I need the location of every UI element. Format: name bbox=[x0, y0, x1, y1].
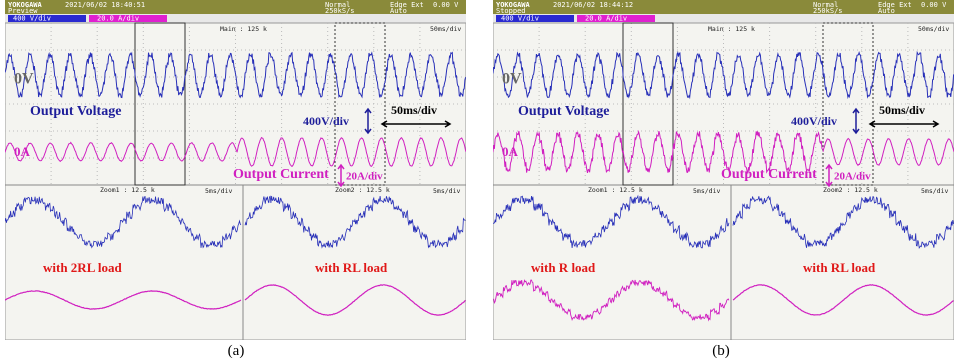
ch2-scale: 20.0 A/div bbox=[585, 15, 627, 23]
zoom1-timebase: 5ms/div bbox=[693, 187, 720, 195]
zoom2-label: Zoom2 : 12.5 k bbox=[335, 186, 390, 194]
timestamp: 2021/06/02 18:40:51 bbox=[65, 1, 145, 9]
voltage-scale: 400V/div bbox=[791, 114, 837, 128]
current-scale: 20A/div bbox=[346, 171, 383, 183]
zero-a: 0A bbox=[502, 144, 519, 159]
current-scale: 20A/div bbox=[834, 171, 871, 183]
trigger-mode: Auto bbox=[390, 7, 407, 15]
ch2-scale: 20.0 A/div bbox=[97, 15, 139, 23]
load-label: with 2RL load bbox=[43, 260, 123, 275]
trigger-level: 0.00 V bbox=[921, 1, 947, 9]
trigger-level: 0.00 V bbox=[433, 1, 459, 9]
caption: (b) bbox=[701, 343, 741, 360]
zero-v: 0V bbox=[14, 71, 34, 88]
caption: (a) bbox=[216, 343, 256, 360]
voltage-scale: 400V/div bbox=[303, 114, 349, 128]
zoom1-timebase: 5ms/div bbox=[205, 187, 232, 195]
timestamp: 2021/06/02 18:44:12 bbox=[553, 1, 633, 9]
zoom1-label: Zoom1 : 12.5 k bbox=[100, 186, 155, 194]
time-scale: 50ms/div bbox=[391, 103, 437, 117]
zoom2-timebase: 5ms/div bbox=[433, 187, 460, 195]
load-label: with RL load bbox=[803, 260, 876, 275]
zoom2-timebase: 5ms/div bbox=[921, 187, 948, 195]
voltage-label: Output Voltage bbox=[30, 104, 121, 119]
voltage-label: Output Voltage bbox=[518, 104, 609, 119]
time-scale: 50ms/div bbox=[879, 103, 925, 117]
sample-rate: 250kS/s bbox=[813, 7, 843, 15]
main-timebase: 50ms/div bbox=[918, 25, 949, 33]
current-label: Output Current bbox=[233, 167, 329, 182]
load-label: with R load bbox=[531, 260, 596, 275]
load-label: with RL load bbox=[315, 260, 388, 275]
page: {"panels": [ {"header": {"brand": "YOKOG… bbox=[0, 0, 956, 360]
trigger-mode: Auto bbox=[878, 7, 895, 15]
zoom1-label: Zoom1 : 12.5 k bbox=[588, 186, 643, 194]
ch1-scale: 400 V/div bbox=[13, 15, 51, 23]
zero-a: 0A bbox=[14, 144, 31, 159]
ch1-scale: 400 V/div bbox=[501, 15, 539, 23]
current-label: Output Current bbox=[721, 167, 817, 182]
sample-rate: 250kS/s bbox=[325, 7, 355, 15]
main-timebase: 50ms/div bbox=[430, 25, 461, 33]
zero-v: 0V bbox=[502, 71, 522, 88]
main-label: Main : 125 k bbox=[220, 25, 267, 33]
zoom2-label: Zoom2 : 12.5 k bbox=[823, 186, 878, 194]
main-label: Main : 125 k bbox=[708, 25, 755, 33]
